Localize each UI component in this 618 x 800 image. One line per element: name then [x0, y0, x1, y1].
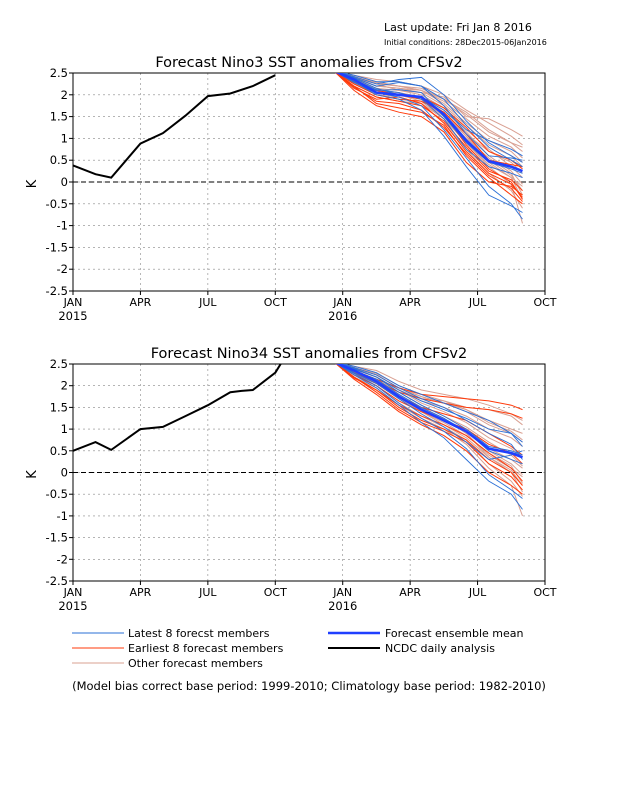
other-member-line — [341, 364, 523, 421]
x-tick-label: JAN — [63, 296, 83, 309]
y-tick-label: -1 — [57, 509, 68, 523]
legend-mean-label: Forecast ensemble mean — [385, 627, 524, 640]
year-label: 2016 — [328, 599, 357, 613]
plot-area — [73, 73, 523, 224]
x-tick-label: OCT — [264, 296, 287, 309]
earliest-member-line — [335, 364, 523, 491]
y-tick-label: -1.5 — [46, 531, 68, 545]
other-member-line — [341, 73, 523, 146]
x-tick-label: JUL — [468, 296, 487, 309]
y-tick-label: -2 — [57, 552, 68, 566]
latest-member-line — [336, 364, 523, 499]
footnote: (Model bias correct base period: 1999-20… — [72, 679, 546, 693]
other-member-line — [337, 73, 523, 178]
x-tick-label: APR — [399, 296, 421, 309]
y-tick-label: -2.5 — [46, 284, 68, 298]
latest-member-line — [336, 73, 523, 213]
y-tick-label: 1 — [61, 422, 68, 436]
y-tick-label: 2 — [61, 379, 68, 393]
x-tick-label: JUL — [468, 586, 487, 599]
earliest-member-line — [335, 73, 523, 205]
latest-member-line — [336, 73, 523, 220]
x-tick-label: JUL — [198, 296, 217, 309]
latest-member-line — [338, 73, 523, 157]
legend-latest-label: Latest 8 forecst members — [128, 627, 270, 640]
y-tick-label: 1.5 — [50, 110, 68, 124]
x-tick-label: JAN — [332, 586, 352, 599]
chart-nino34: Forecast Nino34 SST anomalies from CFSv2… — [25, 346, 557, 613]
y-tick-label: 0.5 — [50, 153, 68, 167]
y-tick-label: -0.5 — [46, 197, 68, 211]
legend-obs-label: NCDC daily analysis — [385, 642, 495, 655]
y-axis-label: K — [25, 179, 40, 188]
y-axis-label: K — [25, 470, 40, 479]
x-tick-label: APR — [130, 296, 152, 309]
y-tick-label: -1.5 — [46, 240, 68, 254]
other-member-line — [335, 364, 523, 517]
year-label: 2015 — [58, 599, 87, 613]
ensemble-mean-line — [335, 364, 523, 459]
year-label: 2016 — [328, 309, 357, 323]
latest-member-line — [339, 364, 523, 443]
x-tick-label: JUL — [198, 586, 217, 599]
x-tick-label: JAN — [63, 586, 83, 599]
x-tick-label: JAN — [332, 296, 352, 309]
last-update-text: Last update: Fri Jan 8 2016 — [384, 21, 532, 34]
latest-member-line — [336, 364, 523, 460]
year-label: 2015 — [58, 309, 87, 323]
y-tick-label: -2.5 — [46, 574, 68, 588]
legend-earliest-label: Earliest 8 forecast members — [128, 642, 284, 655]
y-tick-label: 2.5 — [50, 357, 68, 371]
x-tick-label: OCT — [533, 296, 556, 309]
observed-line — [73, 74, 276, 179]
initial-condition-text: Initial conditions: 28Dec2015-06Jan2016 — [384, 38, 547, 47]
y-tick-label: 2 — [61, 88, 68, 102]
y-tick-label: 0.5 — [50, 444, 68, 458]
ensemble-mean-line — [335, 73, 523, 173]
chart-title: Forecast Nino3 SST anomalies from CFSv2 — [155, 55, 462, 71]
x-tick-label: OCT — [264, 586, 287, 599]
legend-other-label: Other forecast members — [128, 657, 263, 670]
x-tick-label: APR — [130, 586, 152, 599]
y-tick-label: 1.5 — [50, 400, 68, 414]
y-tick-label: 0 — [61, 466, 68, 480]
y-tick-label: 0 — [61, 175, 68, 189]
plot-area — [73, 364, 523, 517]
chart-nino3: Forecast Nino3 SST anomalies from CFSv2 K… — [25, 55, 557, 323]
earliest-member-line — [335, 73, 523, 202]
latest-member-line — [339, 73, 523, 161]
x-tick-label: APR — [399, 586, 421, 599]
latest-member-line — [339, 73, 523, 163]
earliest-member-line — [335, 73, 523, 192]
latest-member-line — [341, 73, 523, 168]
x-tick-label: OCT — [533, 586, 556, 599]
y-tick-label: -0.5 — [46, 487, 68, 501]
y-tick-label: 1 — [61, 131, 68, 145]
chart-title: Forecast Nino34 SST anomalies from CFSv2 — [151, 346, 468, 362]
legend: Latest 8 forecst members Earliest 8 fore… — [72, 627, 524, 670]
observed-line — [73, 364, 282, 452]
y-tick-label: 2.5 — [50, 66, 68, 80]
latest-member-line — [339, 364, 523, 460]
latest-member-line — [341, 364, 523, 447]
earliest-member-line — [335, 73, 523, 196]
y-tick-label: -1 — [57, 219, 68, 233]
y-tick-label: -2 — [57, 262, 68, 276]
latest-member-line — [336, 364, 523, 510]
